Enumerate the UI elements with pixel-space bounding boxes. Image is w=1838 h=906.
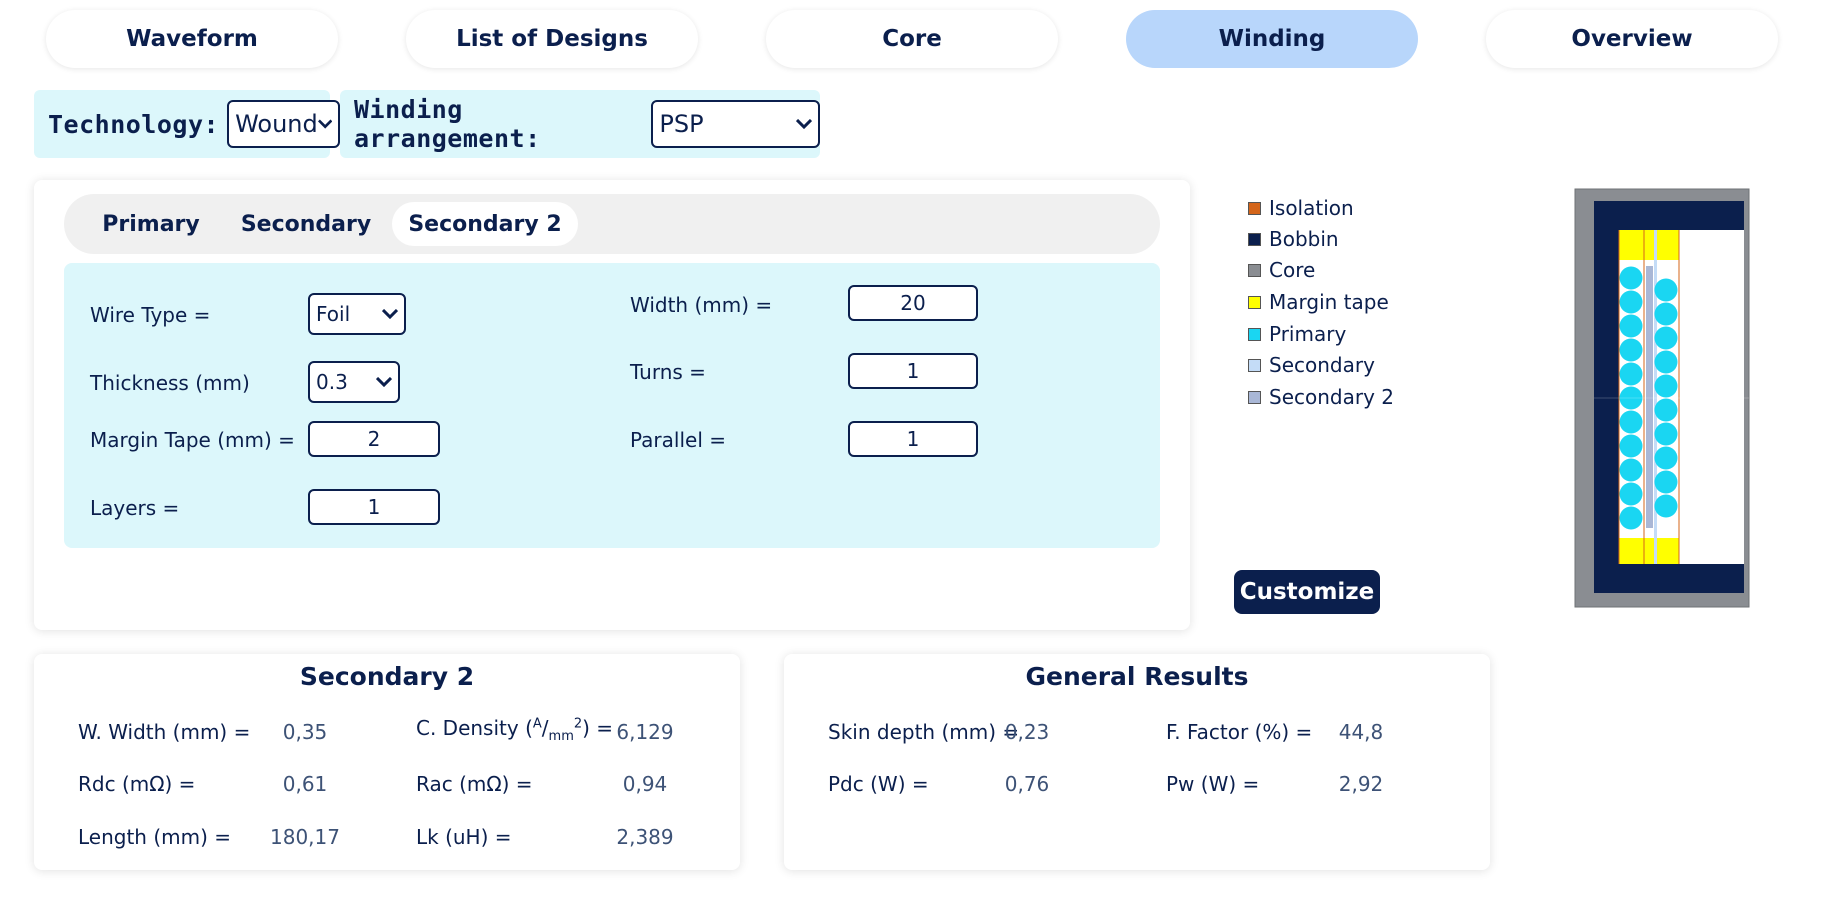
general-results-title: General Results: [1025, 662, 1249, 691]
margin-tape-label: Margin Tape (mm) =: [90, 428, 295, 452]
technology-value: Wound: [235, 110, 318, 138]
window-area: [1668, 230, 1744, 564]
lk-label: Lk (uH) =: [416, 825, 512, 849]
subtab-secondary-2[interactable]: Secondary 2: [392, 202, 578, 246]
legend-label: Secondary: [1269, 353, 1375, 377]
secondary-foil: [1654, 230, 1657, 564]
margin-tape-swatch-icon: [1248, 295, 1261, 309]
general-results-card: General Results Skin depth (mm) = 0,23 F…: [784, 654, 1490, 870]
layers-input[interactable]: 1: [308, 489, 440, 525]
rac-value: 0,94: [622, 772, 668, 796]
chevron-down-icon: [382, 309, 398, 319]
w-width-label: W. Width (mm) =: [78, 720, 251, 744]
tab-winding[interactable]: Winding: [1126, 10, 1418, 68]
legend-item-primary: Primary: [1248, 322, 1346, 346]
legend-label: Bobbin: [1269, 227, 1339, 251]
f-factor-label: F. Factor (%) =: [1166, 720, 1313, 744]
legend-label: Margin tape: [1269, 290, 1389, 314]
winding-diagram: [1574, 188, 1750, 608]
customize-button[interactable]: Customize: [1234, 570, 1380, 614]
secondary-2-foil: [1646, 266, 1653, 528]
winding-arrangement-select[interactable]: PSP: [651, 100, 820, 148]
subtab-primary[interactable]: Primary: [102, 211, 200, 237]
pw-value: 2,92: [1338, 772, 1384, 796]
pw-label: Pw (W) =: [1166, 772, 1260, 796]
technology-group: Technology: Wound: [34, 90, 341, 158]
winding-form: [64, 263, 1160, 548]
secondary-swatch-icon: [1248, 358, 1261, 372]
margin-tape-bottom: [1619, 538, 1679, 564]
lk-value: 2,389: [616, 825, 674, 849]
winding-arrangement-value: PSP: [659, 110, 704, 138]
w-width-value: 0,35: [282, 720, 328, 744]
winding-arrangement-label: Winding arrangement:: [354, 95, 541, 153]
legend-label: Isolation: [1269, 196, 1354, 220]
primary-turns-right: [1654, 278, 1678, 518]
isolation-swatch-icon: [1248, 201, 1261, 215]
parallel-input[interactable]: 1: [848, 421, 978, 457]
legend-item-margin-tape: Margin tape: [1248, 290, 1389, 314]
chevron-down-icon: [796, 119, 812, 129]
f-factor-value: 44,8: [1338, 720, 1384, 744]
c-density-label: C. Density (A/mm2) =: [416, 716, 614, 744]
rdc-label: Rdc (mΩ) =: [78, 772, 196, 796]
tab-core[interactable]: Core: [766, 10, 1058, 68]
rac-label: Rac (mΩ) =: [416, 772, 533, 796]
legend-item-secondary-2: Secondary 2: [1248, 385, 1394, 409]
bobbin-swatch-icon: [1248, 232, 1261, 246]
primary-turns-left: [1619, 266, 1643, 530]
core-swatch-icon: [1248, 263, 1261, 277]
winding-arrangement-group: Winding arrangement: PSP: [340, 90, 820, 158]
turns-input[interactable]: 1: [848, 353, 978, 389]
wire-type-select[interactable]: Foil: [308, 293, 406, 335]
turns-label: Turns =: [630, 360, 706, 384]
thickness-label: Thickness (mm): [90, 371, 250, 395]
chevron-down-icon: [376, 377, 392, 387]
legend-label: Secondary 2: [1269, 385, 1394, 409]
technology-label: Technology:: [48, 109, 220, 139]
legend-item-core: Core: [1248, 258, 1315, 282]
pdc-label: Pdc (W) =: [828, 772, 929, 796]
thickness-value: 0.3: [316, 370, 348, 394]
skin-depth-value: 0,23: [1004, 720, 1050, 744]
legend-item-bobbin: Bobbin: [1248, 227, 1339, 251]
legend-item-isolation: Isolation: [1248, 196, 1354, 220]
length-label: Length (mm) =: [78, 825, 232, 849]
tab-overview[interactable]: Overview: [1486, 10, 1778, 68]
parallel-label: Parallel =: [630, 428, 726, 452]
rdc-value: 0,61: [282, 772, 328, 796]
winding-subtabs: [64, 194, 1160, 254]
winding-results-title: Secondary 2: [299, 662, 475, 691]
margin-tape-top: [1619, 230, 1679, 260]
legend-label: Core: [1269, 258, 1316, 282]
chevron-down-icon: [317, 119, 333, 129]
layers-label: Layers =: [90, 496, 180, 520]
wire-type-label: Wire Type =: [90, 303, 211, 327]
length-value: 180,17: [270, 825, 340, 849]
technology-select[interactable]: Wound: [227, 100, 341, 148]
subtab-secondary[interactable]: Secondary: [240, 211, 372, 237]
width-label: Width (mm) =: [630, 293, 773, 317]
pdc-value: 0,76: [1004, 772, 1050, 796]
skin-depth-label: Skin depth (mm) =: [828, 720, 1020, 744]
tab-list-of-designs[interactable]: List of Designs: [406, 10, 698, 68]
wire-type-value: Foil: [316, 302, 351, 326]
legend-item-secondary: Secondary: [1248, 353, 1375, 377]
secondary-2-swatch-icon: [1248, 390, 1261, 404]
thickness-select[interactable]: 0.3: [308, 361, 400, 403]
c-density-value: 6,129: [616, 720, 674, 744]
width-input[interactable]: 20: [848, 285, 978, 321]
legend-label: Primary: [1269, 322, 1347, 346]
margin-tape-input[interactable]: 2: [308, 421, 440, 457]
primary-swatch-icon: [1248, 327, 1261, 341]
tab-waveform[interactable]: Waveform: [46, 10, 338, 68]
winding-results-card: Secondary 2 W. Width (mm) = 0,35 C. Dens…: [34, 654, 740, 870]
